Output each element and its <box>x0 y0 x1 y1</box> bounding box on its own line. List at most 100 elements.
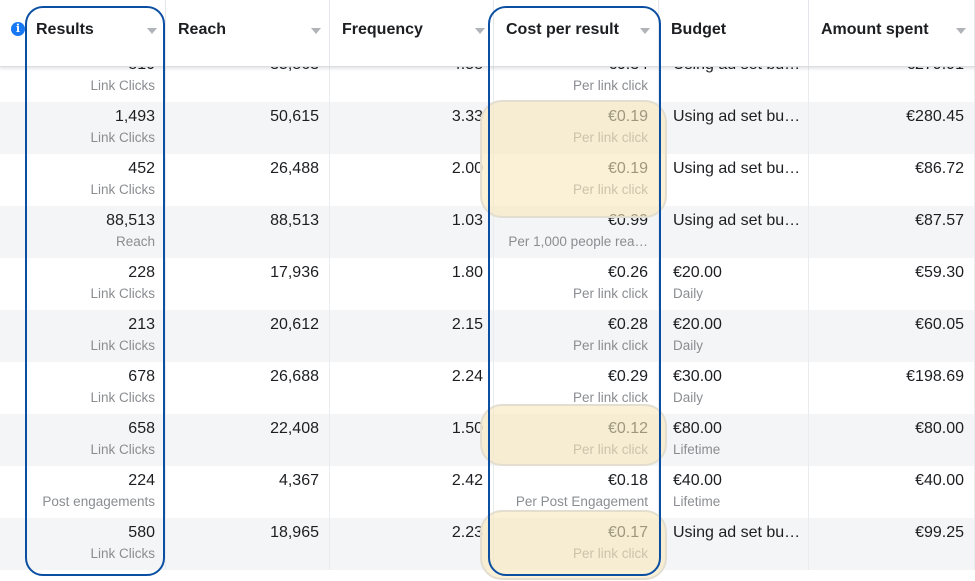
column-header-budget[interactable]: Budget <box>659 0 809 66</box>
cell-value: €80.00 <box>673 420 722 437</box>
cell-reach: 22,408 <box>166 414 330 466</box>
table-row[interactable]: 228 Link Clicks 17,936 1.80 €0.26 Per link cl… <box>0 258 975 310</box>
cell-amount-spent: €99.25 <box>809 518 975 570</box>
cell-value: 2.00 <box>451 160 483 177</box>
cell-value: €30.00 <box>673 368 722 385</box>
cell-reach: 26,488 <box>166 154 330 206</box>
cell-amount-spent: €280.45 <box>809 102 975 154</box>
cell-value: 2.15 <box>451 316 483 333</box>
cell-budget: Using ad set bu… <box>659 518 809 570</box>
cell-value: 26,488 <box>270 160 319 177</box>
cell-amount-spent: €86.72 <box>809 154 975 206</box>
cell-reach: 88,513 <box>166 206 330 258</box>
cell-subtext: Per Post Engagement <box>515 494 648 509</box>
cell-value: €40.00 <box>673 472 722 489</box>
cell-value: 50,615 <box>270 108 319 125</box>
cost-highlight-1 <box>480 100 667 218</box>
cell-amount-spent: €59.30 <box>809 258 975 310</box>
table-row[interactable]: 88,513 Reach 88,513 1.03 €0.99 Per 1,000 peop… <box>0 206 975 258</box>
cell-value: Using ad set bu… <box>673 212 801 229</box>
column-header-results[interactable]: Results <box>0 0 166 66</box>
cell-value: €280.45 <box>906 108 964 125</box>
cell-reach: 17,936 <box>166 258 330 310</box>
sort-caret-icon[interactable] <box>311 28 321 34</box>
cell-frequency: 2.24 <box>330 362 494 414</box>
cell-value: 2.24 <box>451 368 483 385</box>
cell-value: 18,965 <box>270 524 319 541</box>
cell-cost-per-result: €0.29 Per link click <box>494 362 659 414</box>
cell-value: 1.50 <box>451 420 483 437</box>
cell-results: 224 Post engagements <box>0 466 166 518</box>
cell-value: €0.26 <box>607 264 648 281</box>
cell-value: 228 <box>128 264 155 281</box>
table-row[interactable]: 678 Link Clicks 26,688 2.24 €0.29 Per link cl… <box>0 362 975 414</box>
cell-value: 3.33 <box>451 108 483 125</box>
cell-value: 658 <box>128 420 155 437</box>
cell-value: 1.80 <box>451 264 483 281</box>
cell-budget: Using ad set bu… <box>659 206 809 258</box>
cell-value: 580 <box>128 524 155 541</box>
cell-value: Using ad set bu… <box>673 160 801 177</box>
cell-value: 678 <box>128 368 155 385</box>
table-row[interactable]: 224 Post engagements 4,367 2.42 €0.18 Per Pos… <box>0 466 975 518</box>
sort-caret-icon[interactable] <box>640 28 650 34</box>
column-header-label: Results <box>36 21 94 38</box>
cell-subtext: Reach <box>115 234 155 249</box>
cell-results: 88,513 Reach <box>0 206 166 258</box>
column-header-label: Frequency <box>342 21 423 38</box>
cell-results: 213 Link Clicks <box>0 310 166 362</box>
cell-subtext: Post engagements <box>42 494 155 509</box>
cell-subtext: Link Clicks <box>90 546 155 561</box>
sort-caret-icon[interactable] <box>147 28 157 34</box>
column-header-label: Budget <box>671 21 727 38</box>
cell-frequency: 3.33 <box>330 102 494 154</box>
sort-caret-icon[interactable] <box>956 28 966 34</box>
cell-frequency: 2.00 <box>330 154 494 206</box>
cell-results: 452 Link Clicks <box>0 154 166 206</box>
cell-amount-spent: €60.05 <box>809 310 975 362</box>
cell-reach: 18,965 <box>166 518 330 570</box>
cell-value: 224 <box>128 472 155 489</box>
column-header-cost-per-result[interactable]: Cost per result <box>494 0 659 66</box>
cell-budget: Using ad set bu… <box>659 154 809 206</box>
sort-caret-icon[interactable] <box>475 28 485 34</box>
cell-budget: €20.00 Daily <box>659 310 809 362</box>
cell-amount-spent: €87.57 <box>809 206 975 258</box>
cell-frequency: 2.42 <box>330 466 494 518</box>
cell-subtext: Per 1,000 people rea… <box>508 234 648 249</box>
column-header-amount-spent[interactable]: Amount spent <box>809 0 975 66</box>
cell-subtext: Lifetime <box>673 442 721 457</box>
cell-value: 17,936 <box>270 264 319 281</box>
cell-value: 26,688 <box>270 368 319 385</box>
cell-budget: €20.00 Daily <box>659 258 809 310</box>
cell-value: 213 <box>128 316 155 333</box>
table-row[interactable]: 213 Link Clicks 20,612 2.15 €0.28 Per link cl… <box>0 310 975 362</box>
cell-value: 20,612 <box>270 316 319 333</box>
cell-results: 580 Link Clicks <box>0 518 166 570</box>
cell-value: 452 <box>128 160 155 177</box>
cell-value: €0.18 <box>607 472 648 489</box>
cell-value: 1,493 <box>114 108 155 125</box>
cell-results: 1,493 Link Clicks <box>0 102 166 154</box>
cell-value: €20.00 <box>673 316 722 333</box>
cell-subtext: Per link click <box>572 390 648 405</box>
cell-value: 88,513 <box>106 212 155 229</box>
cell-budget: €80.00 Lifetime <box>659 414 809 466</box>
column-header-frequency[interactable]: Frequency <box>330 0 494 66</box>
cell-value: €99.25 <box>915 524 964 541</box>
cell-frequency: 2.23 <box>330 518 494 570</box>
cell-subtext: Link Clicks <box>90 182 155 197</box>
cell-amount-spent: €80.00 <box>809 414 975 466</box>
cell-frequency: 1.50 <box>330 414 494 466</box>
cell-value: Using ad set bu… <box>673 524 801 541</box>
cell-reach: 4,367 <box>166 466 330 518</box>
cell-budget: Using ad set bu… <box>659 102 809 154</box>
cell-subtext: Link Clicks <box>90 390 155 405</box>
column-header-label: Cost per result <box>506 21 619 38</box>
cell-subtext: Lifetime <box>673 494 721 509</box>
column-header-reach[interactable]: Reach <box>166 0 330 66</box>
cell-subtext: Per link click <box>572 286 648 301</box>
cell-reach: 26,688 <box>166 362 330 414</box>
cell-cost-per-result: €0.28 Per link click <box>494 310 659 362</box>
info-icon[interactable]: i <box>11 22 25 36</box>
